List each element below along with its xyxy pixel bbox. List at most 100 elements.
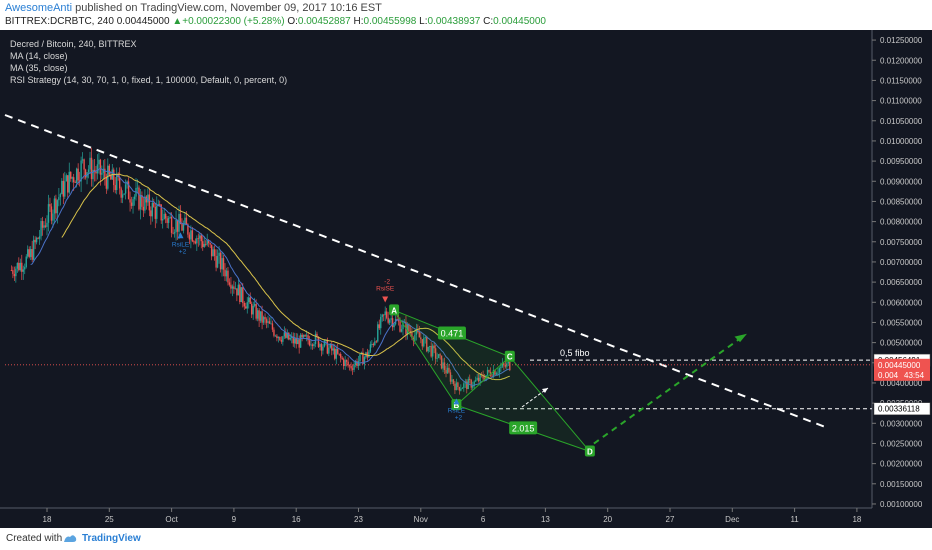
candle: [193, 239, 195, 245]
candle-body: [350, 365, 352, 369]
candle-body: [110, 174, 112, 180]
candle: [93, 159, 96, 182]
candle: [113, 167, 115, 193]
candle: [135, 178, 137, 201]
harmonic-ratio-label: 2.015: [512, 423, 535, 433]
candle-body: [369, 344, 372, 352]
candle-body: [24, 267, 26, 270]
candle-body: [374, 341, 376, 346]
candle: [371, 339, 373, 348]
close-value: 0.00445000: [493, 16, 546, 27]
candle: [345, 359, 348, 367]
candle-body: [433, 345, 435, 349]
candle-body: [159, 204, 161, 205]
candle-body: [375, 341, 377, 343]
candle: [347, 357, 349, 368]
change-arrow-icon: ▲: [172, 16, 183, 27]
tradingview-logo-icon: [64, 535, 77, 542]
candle: [71, 176, 73, 183]
candle: [448, 364, 450, 374]
candle-body: [295, 338, 297, 345]
y-tick-label: 0.00550000: [880, 318, 923, 327]
candle-body: [50, 206, 53, 221]
chart-area[interactable]: 0.01250000 0.01200000 0.01150000 0.01100000…: [0, 30, 932, 528]
candle: [423, 334, 425, 348]
legend-ma14[interactable]: MA (14, close): [10, 51, 68, 61]
x-tick-label: Dec: [725, 515, 739, 524]
candle: [442, 358, 444, 373]
candle-body: [251, 303, 253, 315]
candle: [372, 342, 375, 348]
candle: [294, 332, 296, 348]
candle: [123, 193, 125, 196]
candle-body: [458, 387, 461, 391]
candle-body: [305, 335, 308, 337]
candle: [237, 279, 240, 296]
candle-body: [129, 199, 131, 203]
candle-body: [187, 224, 189, 235]
candle: [89, 151, 91, 175]
candle-body: [31, 249, 33, 260]
candle-body: [264, 317, 266, 320]
candle-body: [274, 335, 277, 337]
candle: [368, 349, 370, 358]
price-chart[interactable]: 0.01250000 0.01200000 0.01150000 0.01100000…: [0, 30, 932, 528]
signal-qty: +2: [179, 248, 187, 255]
candle-body: [492, 370, 495, 377]
candle: [273, 327, 275, 338]
legend-rsi-strategy[interactable]: RSI Strategy (14, 30, 70, 1, 0, fixed, 1…: [10, 75, 288, 85]
candle: [59, 192, 62, 206]
candle: [203, 236, 205, 248]
candle: [12, 266, 14, 279]
candle-body: [388, 319, 391, 323]
candle: [105, 173, 108, 194]
candle: [64, 171, 66, 200]
candle: [58, 188, 60, 207]
candle-body: [114, 185, 116, 191]
candle-body: [124, 184, 127, 194]
candle: [144, 189, 146, 214]
author-link[interactable]: AwesomeAnti: [5, 2, 73, 14]
tradingview-brand[interactable]: TradingView: [82, 533, 141, 544]
y-tick-label: 0.00800000: [880, 218, 923, 227]
candle: [421, 339, 423, 350]
candle: [225, 267, 228, 282]
candle: [50, 203, 53, 225]
candle-body: [163, 213, 165, 220]
candle-body: [494, 370, 496, 375]
candle-body: [237, 284, 240, 296]
y-tick-label: 0.01100000: [880, 97, 922, 106]
candle-body: [80, 160, 82, 182]
candle-body: [319, 344, 321, 347]
candle-body: [12, 270, 14, 274]
candle: [205, 240, 207, 247]
candle: [10, 265, 13, 272]
signal-qty: +2: [455, 414, 463, 421]
candle: [175, 210, 177, 241]
candle: [234, 281, 237, 290]
candle: [258, 308, 260, 328]
candle: [34, 236, 36, 250]
candle-body: [448, 367, 450, 373]
candle: [142, 197, 145, 217]
candle: [16, 262, 19, 273]
candle-body: [424, 337, 426, 339]
candle: [454, 381, 456, 394]
candle-body: [156, 205, 158, 219]
candle-body: [21, 262, 23, 272]
candle: [200, 233, 202, 249]
projection-line: [593, 334, 746, 445]
candle-body: [245, 306, 247, 309]
candle: [95, 166, 97, 182]
legend-ma35[interactable]: MA (35, close): [10, 63, 68, 73]
candle-body: [311, 344, 314, 347]
candle: [77, 163, 79, 186]
candle-body: [291, 336, 293, 338]
candle-body: [341, 357, 343, 360]
publish-text: published on TradingView.com, November 0…: [75, 2, 382, 14]
candle-body: [255, 304, 257, 319]
candle-body: [503, 363, 505, 365]
candle-body: [213, 249, 216, 256]
candle: [147, 188, 149, 206]
candle-body: [282, 336, 284, 342]
